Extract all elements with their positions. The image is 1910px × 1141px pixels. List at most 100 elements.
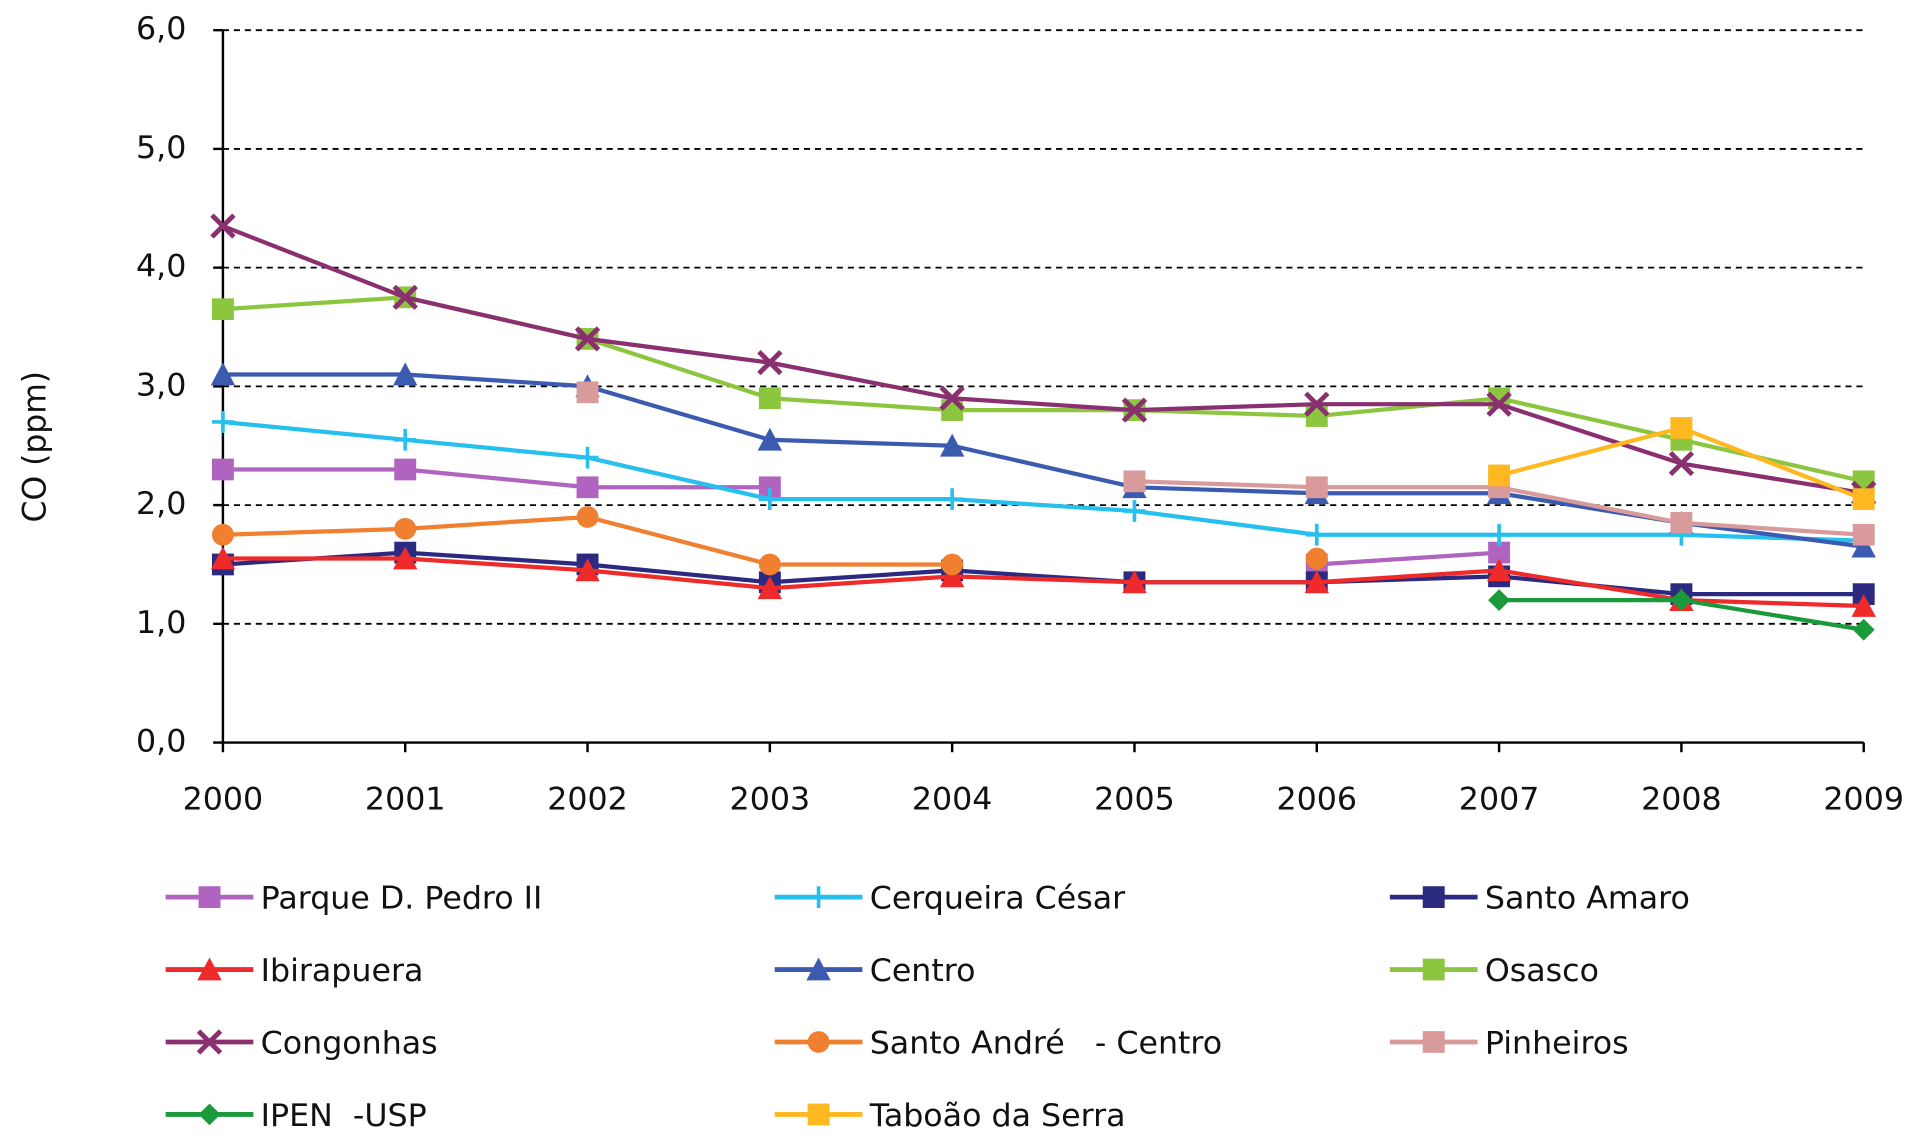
data-point	[576, 506, 599, 528]
data-point	[1122, 570, 1147, 594]
data-point	[1488, 589, 1511, 611]
data-point	[576, 476, 599, 499]
data-point	[1852, 523, 1875, 546]
legend-label: Cerqueira César	[870, 881, 1125, 917]
data-point	[576, 446, 599, 469]
legend-marker	[197, 957, 222, 981]
x-tick-label: 2009	[1823, 782, 1904, 818]
data-point	[1305, 547, 1328, 570]
data-point	[1486, 558, 1512, 582]
data-point	[393, 362, 418, 386]
data-point	[210, 213, 236, 239]
data-point	[1851, 534, 1876, 558]
legend-marker	[807, 1103, 830, 1126]
data-point	[394, 428, 417, 451]
data-point	[1305, 523, 1328, 546]
data-point	[1488, 464, 1511, 487]
y-tick-label: 5,0	[136, 130, 186, 166]
data-point	[1304, 391, 1330, 417]
x-tick-label: 2006	[1276, 782, 1357, 818]
y-tick-label: 2,0	[136, 486, 186, 522]
data-point	[393, 546, 418, 570]
series-line	[222, 224, 1865, 496]
legend-label: IPEN -USP	[261, 1098, 427, 1134]
x-tick-label: 2008	[1641, 782, 1722, 818]
data-point	[757, 350, 783, 376]
legend-label: Congonhas	[261, 1025, 438, 1061]
data-point	[574, 326, 601, 352]
y-axis-label: CO (ppm)	[17, 371, 53, 522]
series-line	[222, 295, 1865, 484]
data-point	[1852, 618, 1875, 641]
data-point	[758, 488, 781, 511]
data-point	[758, 387, 781, 410]
x-tick-label: 2007	[1459, 782, 1540, 818]
data-point	[1121, 397, 1148, 423]
x-tick-label: 2005	[1094, 782, 1175, 818]
legend-marker	[807, 1031, 830, 1053]
data-point	[1123, 500, 1146, 522]
legend-marker	[1422, 1031, 1445, 1053]
data-point	[394, 458, 417, 481]
data-point	[576, 381, 599, 404]
x-tick-label: 2002	[547, 782, 628, 818]
y-tick-label: 0,0	[136, 724, 186, 760]
data-point	[1670, 417, 1693, 439]
data-point	[758, 553, 781, 576]
legend-marker	[198, 886, 221, 908]
legend-label: Pinheiros	[1485, 1025, 1629, 1061]
legend-marker	[198, 1103, 221, 1126]
legend-label: Osasco	[1485, 953, 1599, 989]
data-point	[1670, 512, 1693, 534]
data-point	[1852, 488, 1875, 511]
legend-label: Santo Amaro	[1485, 881, 1690, 917]
legend-label: Ibirapuera	[261, 953, 424, 989]
x-tick-label: 2004	[912, 782, 993, 818]
data-point	[392, 284, 418, 310]
data-point	[211, 523, 234, 546]
legend-marker	[1422, 886, 1445, 908]
x-tick-label: 2000	[183, 782, 264, 818]
x-tick-label: 2001	[365, 782, 446, 818]
series-line	[222, 467, 1500, 567]
data-point	[1486, 391, 1512, 417]
data-point	[211, 298, 234, 321]
series-line	[222, 419, 1864, 543]
data-point	[757, 576, 783, 600]
data-point	[939, 385, 965, 411]
y-tick-label: 3,0	[136, 367, 186, 403]
data-point	[1304, 570, 1329, 594]
data-point	[939, 433, 965, 457]
data-point	[210, 362, 236, 386]
legend-label: Taboão da Serra	[869, 1098, 1126, 1134]
legend-label: Parque D. Pedro II	[261, 881, 543, 917]
data-point	[210, 546, 236, 570]
data-point	[211, 458, 234, 481]
legend-marker	[806, 957, 831, 981]
legend-label: Centro	[870, 953, 976, 989]
data-point	[757, 427, 783, 451]
y-tick-label: 4,0	[136, 249, 186, 285]
series-line	[222, 372, 1864, 549]
data-point	[394, 517, 417, 540]
y-tick-label: 1,0	[136, 605, 186, 641]
series-line	[222, 556, 1864, 609]
legend-marker	[1422, 958, 1445, 981]
legend-marker	[196, 1029, 223, 1055]
data-point	[1668, 450, 1695, 477]
data-point	[939, 564, 965, 588]
data-point	[1305, 476, 1328, 499]
data-point	[575, 558, 600, 582]
data-point	[1488, 541, 1511, 564]
data-point	[1488, 523, 1511, 546]
data-point	[941, 488, 964, 511]
data-point	[941, 553, 964, 576]
data-point	[211, 411, 234, 433]
legend-marker	[807, 886, 830, 908]
data-point	[1851, 593, 1876, 617]
data-point	[1123, 470, 1146, 493]
legend-label: Santo André - Centro	[870, 1025, 1222, 1061]
y-tick-label: 6,0	[136, 11, 186, 47]
data-point	[758, 476, 781, 499]
